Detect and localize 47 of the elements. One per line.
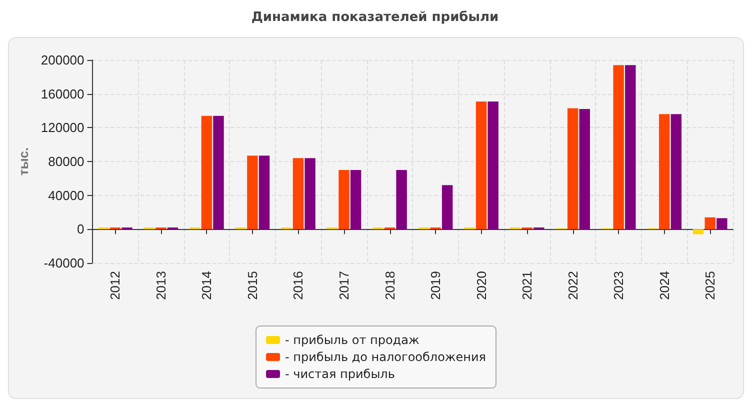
bar [704, 217, 716, 230]
bar [338, 170, 350, 230]
bar [258, 156, 270, 230]
bar [670, 114, 682, 230]
legend-label: - прибыль от продаж [285, 333, 420, 347]
bar [201, 116, 212, 230]
x-tick-label: 2025 [702, 271, 718, 300]
bar [247, 156, 258, 230]
x-tick-label: 2014 [199, 271, 214, 300]
bar [625, 65, 636, 230]
bar [658, 114, 670, 230]
y-tick-label: 80000 [48, 154, 84, 169]
legend-label: - прибыль до налогообложения [285, 350, 486, 364]
x-tick-label: 2018 [382, 271, 398, 300]
legend-label: - чистая прибыль [285, 367, 395, 381]
x-tick-label: 2023 [611, 271, 626, 300]
bar [579, 109, 590, 230]
x-tick-label: 2016 [290, 271, 306, 300]
x-tick-label: 2012 [108, 271, 123, 300]
bar [488, 101, 498, 230]
y-axis-title: тыс. [16, 147, 31, 176]
bar [692, 229, 704, 234]
bar [716, 218, 728, 230]
chart-title: Динамика показателей прибыли [250, 10, 500, 25]
x-tick-label: 2022 [565, 271, 580, 300]
x-tick-label: 2013 [153, 271, 168, 300]
bar [476, 101, 487, 230]
bar [304, 158, 316, 230]
y-tick-label: 200000 [40, 52, 84, 68]
x-tick-label: 2020 [474, 271, 489, 300]
bar [396, 170, 407, 230]
bar [350, 170, 362, 230]
y-tick-label: 0 [77, 222, 84, 237]
bar [213, 116, 224, 230]
y-tick-label: 120000 [40, 120, 84, 136]
y-tick-label: 40000 [48, 188, 84, 203]
y-tick-label: 160000 [40, 86, 84, 102]
bar [442, 185, 453, 230]
x-tick-label: 2017 [336, 271, 352, 300]
bar [613, 65, 624, 230]
y-tick-label: -40000 [44, 256, 84, 270]
x-tick-label: 2024 [656, 271, 672, 300]
x-tick-label: 2019 [428, 271, 444, 300]
x-tick-label: 2021 [520, 271, 535, 300]
bar [567, 108, 578, 230]
bar [292, 158, 304, 230]
x-tick-label: 2015 [244, 271, 260, 300]
